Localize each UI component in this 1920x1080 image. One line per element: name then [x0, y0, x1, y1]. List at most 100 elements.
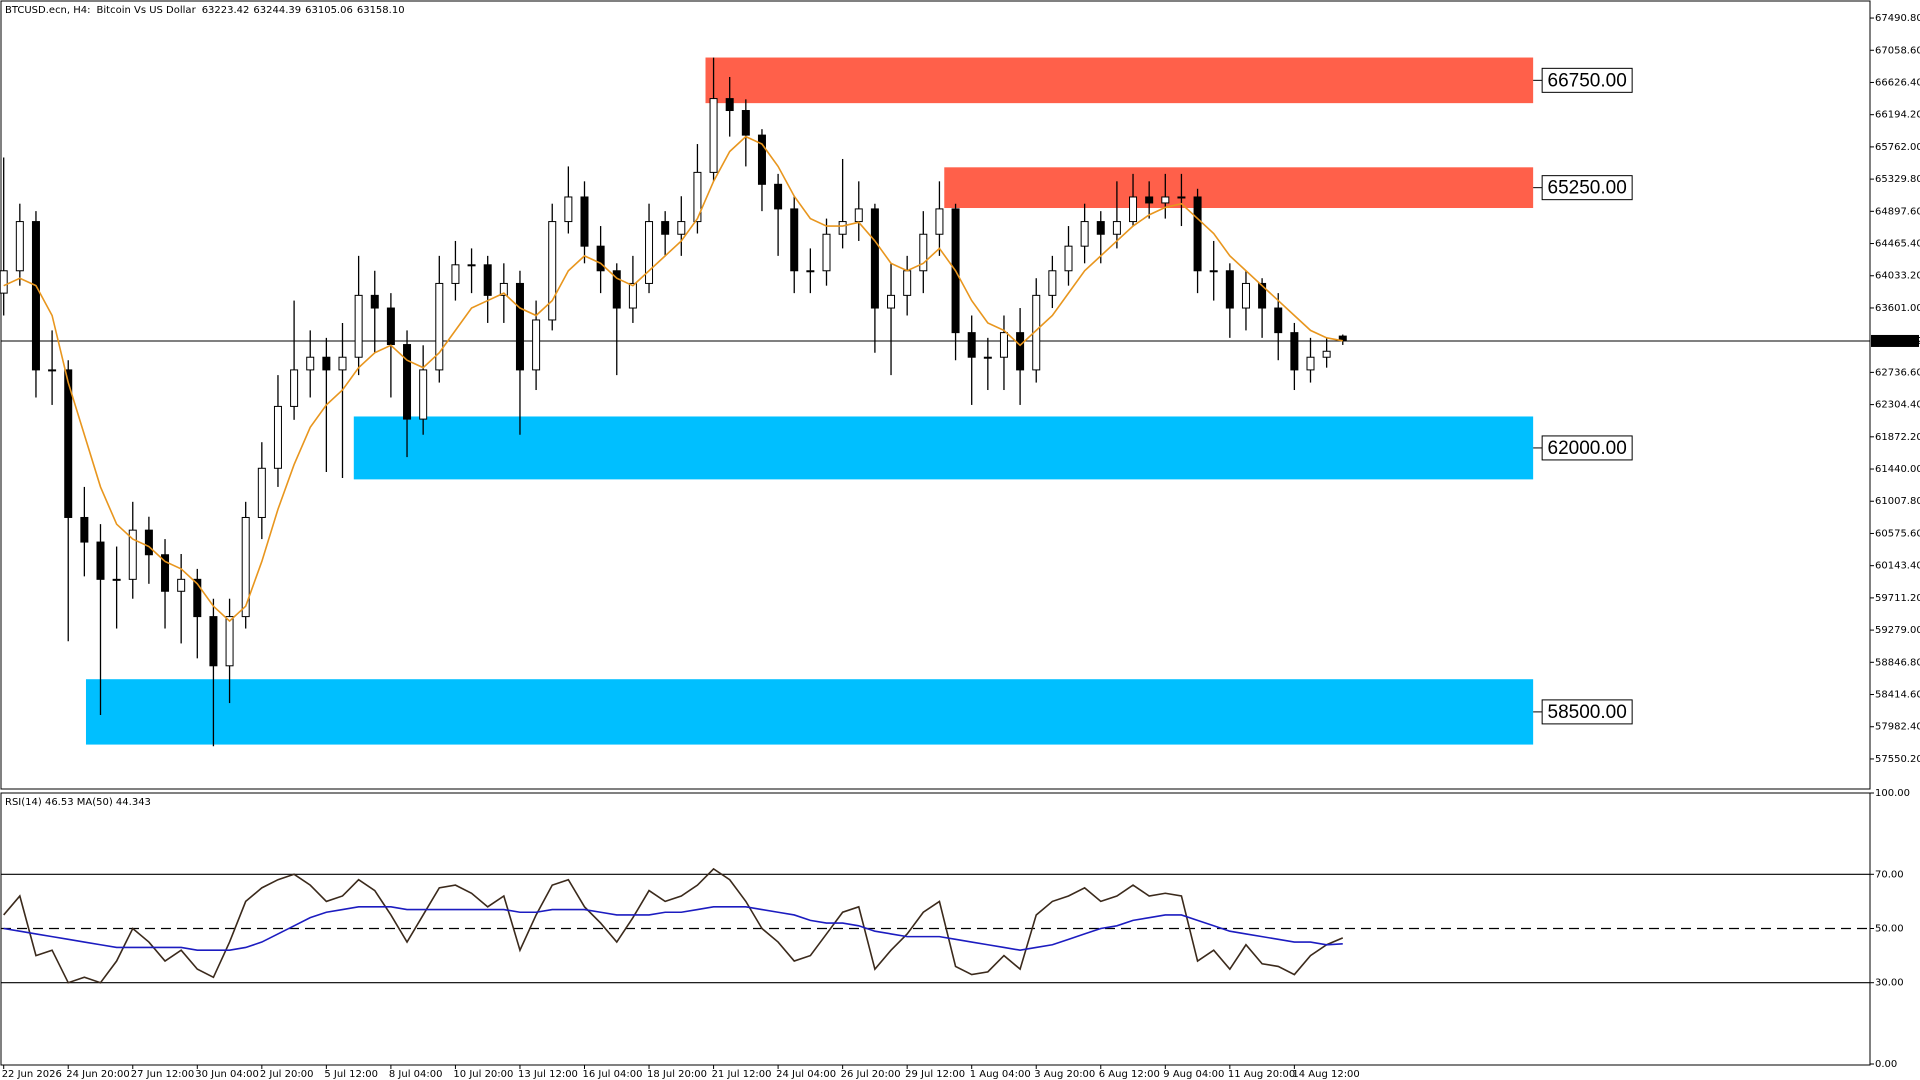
candle-body [693, 171, 702, 223]
candle-body [1193, 196, 1202, 272]
candle-body [1080, 221, 1089, 247]
candle-body [1112, 221, 1121, 235]
candle-body [1258, 282, 1267, 309]
y-tick-label: 65762.00 [1875, 142, 1920, 153]
x-tick-label: 13 Jul 12:00 [518, 1069, 578, 1080]
x-tick-label: 11 Aug 20:00 [1228, 1069, 1295, 1080]
candle-body [241, 516, 250, 618]
y-tick-label: 59711.20 [1875, 593, 1920, 604]
x-tick-label: 10 Jul 20:00 [453, 1069, 513, 1080]
candle-body [1016, 332, 1025, 371]
candle-body [48, 369, 57, 372]
candle-body [903, 270, 912, 296]
candle-body [661, 221, 670, 235]
candle-body [80, 516, 89, 543]
rsi-line [3, 906, 1343, 951]
x-tick-label: 18 Jul 20:00 [647, 1069, 707, 1080]
candle-body [0, 270, 8, 294]
candle-body [838, 221, 847, 235]
candle-body [564, 196, 573, 223]
candle-body [144, 529, 153, 556]
y-tick-label: 64033.20 [1875, 271, 1920, 282]
y-tick-label: 61440.00 [1875, 464, 1920, 475]
y-tick-label: 58414.60 [1875, 690, 1920, 701]
candle-body [403, 344, 412, 420]
candle-body [790, 208, 799, 272]
y-tick-label: 67058.60 [1875, 45, 1920, 56]
x-tick-label: 30 Jun 04:00 [195, 1069, 259, 1080]
ohlc-high: 63244.39 [253, 5, 301, 16]
rsi-title: RSI(14) 46.53 MA(50) 44.343 [5, 797, 151, 808]
y-tick-label: 62304.40 [1875, 400, 1920, 411]
candle-body [451, 264, 460, 284]
y-tick-label: 66194.20 [1875, 110, 1920, 121]
candle-body [112, 578, 121, 581]
candle-body [1177, 196, 1186, 199]
candle-body [257, 467, 266, 518]
candle-body [64, 369, 73, 518]
candle-body [774, 183, 783, 210]
candle-body [612, 270, 621, 309]
candle-body [1145, 196, 1154, 204]
zone [353, 416, 1534, 480]
candle-body [161, 554, 170, 592]
y-tick-label: 67490.80 [1875, 13, 1920, 24]
y-tick-label: 64465.40 [1875, 239, 1920, 250]
y-tick-label: 57550.20 [1875, 754, 1920, 765]
candle-body [483, 264, 492, 296]
x-tick-label: 14 Aug 12:00 [1292, 1069, 1359, 1080]
candle-body [757, 134, 766, 185]
y-tick-label: 58846.80 [1875, 657, 1920, 668]
ohlc-close: 63158.10 [357, 5, 405, 16]
candle-body [870, 208, 879, 309]
zone-label-box [1541, 699, 1633, 725]
candle-body [645, 221, 654, 284]
candle-body [370, 294, 379, 309]
candle-body [128, 529, 137, 580]
x-tick-label: 8 Jul 04:00 [389, 1069, 443, 1080]
x-tick-label: 22 Jun 2026 [2, 1069, 62, 1080]
x-tick-label: 29 Jul 12:00 [905, 1069, 965, 1080]
zone [85, 679, 1534, 745]
zone-label: 65250.00 [1548, 178, 1627, 199]
x-tick-label: 9 Aug 04:00 [1163, 1069, 1224, 1080]
candle-body [419, 369, 428, 420]
candle-body [725, 98, 734, 112]
candle-body [1274, 307, 1283, 334]
candle-body [628, 282, 637, 309]
x-tick-label: 1 Aug 04:00 [970, 1069, 1031, 1080]
zone [944, 167, 1534, 209]
candle-body [596, 245, 605, 272]
candle-body [1322, 350, 1331, 358]
candle-body [677, 221, 686, 235]
candle-body [354, 294, 363, 358]
candle-body [935, 208, 944, 235]
candle-body [1096, 221, 1105, 235]
candle-body [15, 221, 24, 272]
candle-body [919, 233, 928, 272]
y-tick-label: 70.00 [1875, 869, 1904, 880]
candle-body [1064, 245, 1073, 272]
main-pane [0, 0, 1871, 790]
rsi-line [3, 867, 1344, 984]
x-tick-label: 3 Aug 20:00 [1034, 1069, 1095, 1080]
y-tick-label: 65329.80 [1875, 174, 1920, 185]
candle-body [31, 221, 40, 371]
zone-label-box [1541, 175, 1633, 201]
y-tick-label: 50.00 [1875, 924, 1904, 935]
candle-body [1306, 356, 1315, 371]
candle-body [580, 196, 589, 247]
y-tick-label: 61007.80 [1875, 496, 1920, 507]
candle-body [515, 282, 524, 371]
candle-body [1338, 335, 1347, 342]
candle-body [967, 332, 976, 358]
candle-body [1241, 282, 1250, 309]
y-tick-label: 62736.60 [1875, 367, 1920, 378]
y-tick-label: 60143.40 [1875, 561, 1920, 572]
x-tick-label: 16 Jul 04:00 [582, 1069, 642, 1080]
candle-body [806, 270, 815, 273]
candle-body [306, 356, 315, 371]
zone-label-box [1541, 435, 1633, 461]
x-tick-label: 26 Jul 20:00 [841, 1069, 901, 1080]
